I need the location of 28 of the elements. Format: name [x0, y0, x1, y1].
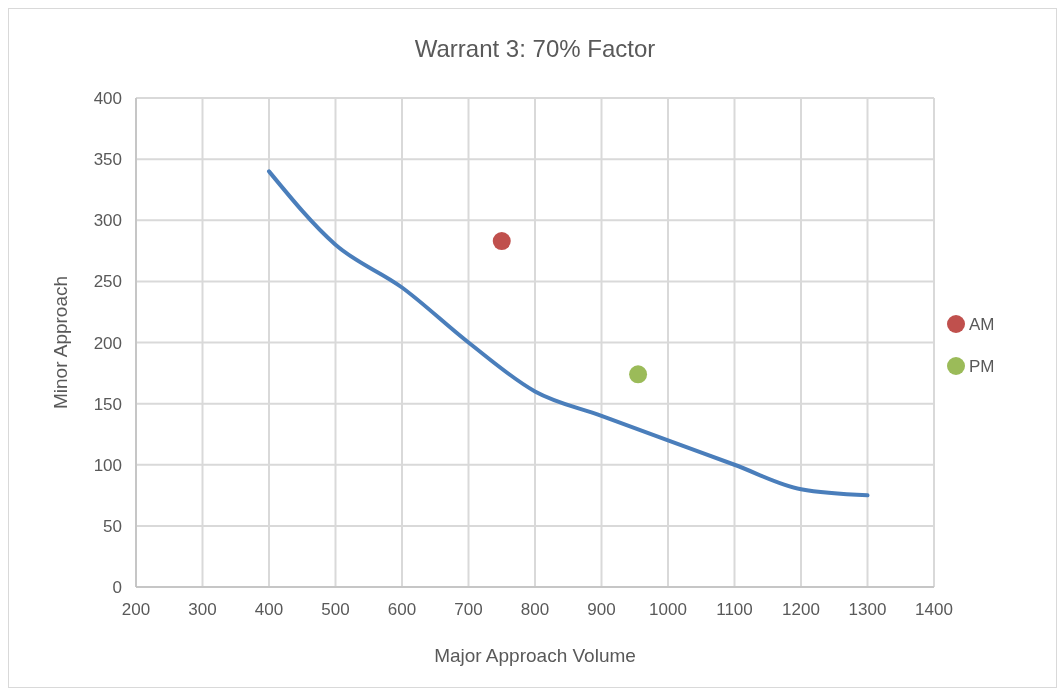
- x-axis-title: Major Approach Volume: [434, 645, 636, 666]
- line-series: [267, 169, 870, 498]
- x-tick-label: 600: [387, 600, 417, 619]
- x-tick-label: 700: [454, 600, 483, 619]
- x-tick-label: 300: [188, 600, 217, 619]
- legend-label: PM: [969, 357, 995, 376]
- x-tick-label: 1300: [848, 600, 887, 619]
- y-tick-label: 250: [93, 272, 122, 292]
- y-tick-label: 100: [93, 455, 122, 475]
- x-tick-label: 1000: [649, 600, 687, 619]
- x-tick-label: 1100: [716, 600, 753, 619]
- x-tick-label: 200: [121, 600, 151, 619]
- x-tick-label: 1200: [782, 600, 820, 619]
- x-tick-label: 1400: [915, 600, 953, 619]
- y-tick-label: 200: [93, 333, 122, 353]
- y-tick-label: 300: [93, 211, 122, 231]
- y-tick-label: 150: [93, 394, 122, 414]
- chart-title: Warrant 3: 70% Factor: [414, 35, 656, 62]
- x-tick-label: 500: [321, 600, 350, 619]
- y-tick-label: 350: [93, 150, 122, 170]
- y-axis-title: Minor Approach: [50, 275, 71, 410]
- x-tick-label: 800: [520, 600, 550, 619]
- x-tick-label: 900: [587, 600, 616, 619]
- y-tick-label: 50: [103, 516, 122, 536]
- y-tick-label: 0: [112, 578, 122, 597]
- x-tick-label: 400: [254, 600, 284, 619]
- legend-label: AM: [969, 315, 995, 334]
- y-tick-label: 400: [93, 89, 122, 108]
